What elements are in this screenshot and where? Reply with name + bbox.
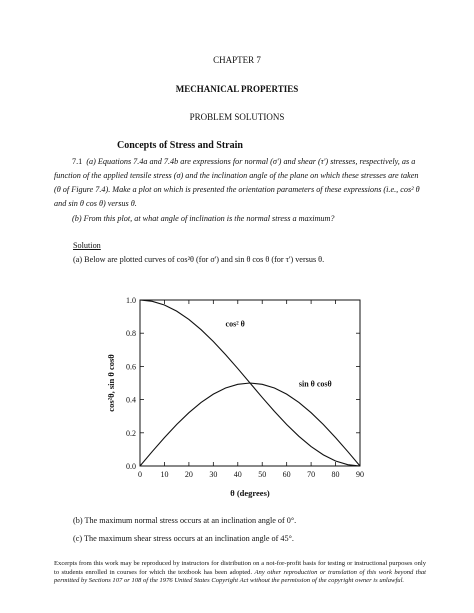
problem-number: 7.1 bbox=[72, 157, 83, 166]
x-axis-label: θ (degrees) bbox=[230, 488, 270, 498]
problem-part-b: (b) From this plot, at what angle of inc… bbox=[72, 214, 335, 223]
series-line-sin-cos bbox=[139, 382, 361, 467]
stress-orientation-chart: 0 10 20 30 40 50 60 70 80 90 0.0 0.2 0.4 0.6 0.8 1.0 cos… bbox=[106, 296, 364, 498]
y-tick-label: 0.4 bbox=[126, 396, 136, 405]
y-tick-label: 0.2 bbox=[126, 429, 136, 438]
chapter-subtitle: PROBLEM SOLUTIONS bbox=[189, 112, 285, 122]
y-tick-label: 0.6 bbox=[126, 362, 136, 371]
solution-heading: Solution bbox=[73, 241, 101, 250]
x-tick-label: 20 bbox=[185, 470, 193, 479]
x-tick-label: 30 bbox=[209, 470, 217, 479]
x-tick-label: 50 bbox=[258, 470, 266, 479]
section-heading: Concepts of Stress and Strain bbox=[117, 140, 243, 151]
annotation-sin-cos: sin θ cosθ bbox=[299, 379, 332, 388]
x-tick-label: 0 bbox=[138, 470, 142, 479]
y-axis-label: cos²θ, sin θ cosθ bbox=[106, 354, 116, 412]
chapter-heading: CHAPTER 7 bbox=[213, 55, 261, 65]
plot-frame bbox=[139, 299, 361, 467]
solution-intro: (a) Below are plotted curves of cos²θ (f… bbox=[73, 255, 325, 264]
chapter-title: MECHANICAL PROPERTIES bbox=[175, 84, 299, 94]
annotation-cos-squared: cos² θ bbox=[226, 320, 245, 329]
x-tick-label: 70 bbox=[307, 470, 315, 479]
x-tick-label: 10 bbox=[160, 470, 168, 479]
copyright-footer: Excerpts from this work may be reproduce… bbox=[54, 560, 426, 586]
answer-c: (c) The maximum shear stress occurs at a… bbox=[73, 534, 294, 543]
y-tick-label: 0.8 bbox=[126, 329, 136, 338]
y-tick-label: 1.0 bbox=[126, 296, 136, 305]
answer-b: (b) The maximum normal stress occurs at … bbox=[73, 516, 297, 525]
x-tick-label: 80 bbox=[332, 470, 340, 479]
x-tick-label: 90 bbox=[356, 470, 364, 479]
footer-italic: Any other reproduction or translation of… bbox=[54, 568, 426, 585]
x-tick-label: 60 bbox=[283, 470, 291, 479]
y-tick-label: 0.0 bbox=[126, 462, 136, 471]
problem-part-a: 7.1 (a) Equations 7.4a and 7.4b are expr… bbox=[54, 155, 426, 211]
problem-part-a-text: (a) Equations 7.4a and 7.4b are expressi… bbox=[54, 157, 420, 208]
footer-plain: Excerpts from this work may be reproduce… bbox=[54, 560, 426, 576]
x-tick-label: 40 bbox=[234, 470, 242, 479]
